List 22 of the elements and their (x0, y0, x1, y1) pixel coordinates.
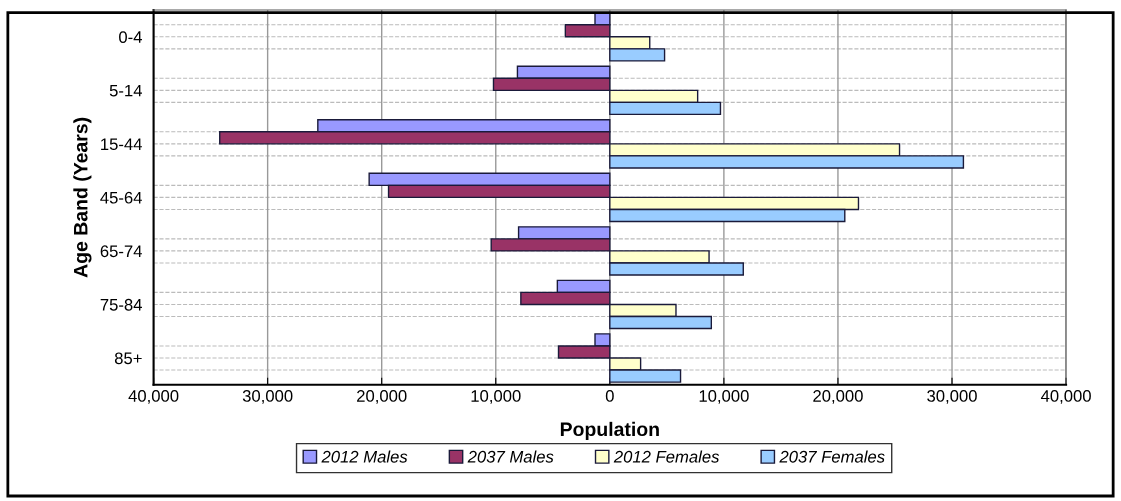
x-tick-label: 10,000 (471, 390, 521, 404)
x-tick-label: 20,000 (813, 390, 863, 404)
y-tick-label: 45-64 (100, 191, 142, 204)
x-tick-label: 0 (605, 390, 614, 402)
y-tick-label: 15-44 (101, 138, 142, 151)
x-axis-title: Population (560, 421, 659, 440)
legend-label: 2012 Males (321, 450, 408, 463)
y-tick-label: 85+ (114, 352, 142, 365)
legend-label: 2037 Females (779, 450, 885, 463)
x-tick-label: 20,000 (357, 390, 407, 404)
y-tick-label: 0-4 (119, 31, 142, 43)
y-axis-title: Age Band (Years) (73, 117, 92, 278)
x-tick-label: 10,000 (699, 390, 749, 404)
x-tick-label: 40,000 (1040, 390, 1091, 404)
y-tick-label: 65-74 (100, 245, 142, 258)
x-tick-label: 30,000 (927, 390, 977, 404)
y-tick-label: 5-14 (109, 84, 142, 97)
x-tick-label: 30,000 (242, 390, 293, 404)
y-tick-label: 75-84 (100, 298, 142, 311)
x-tick-label: 40,000 (128, 390, 179, 404)
legend-label: 2037 Males (467, 450, 554, 463)
legend-label: 2012 Females (613, 450, 720, 463)
